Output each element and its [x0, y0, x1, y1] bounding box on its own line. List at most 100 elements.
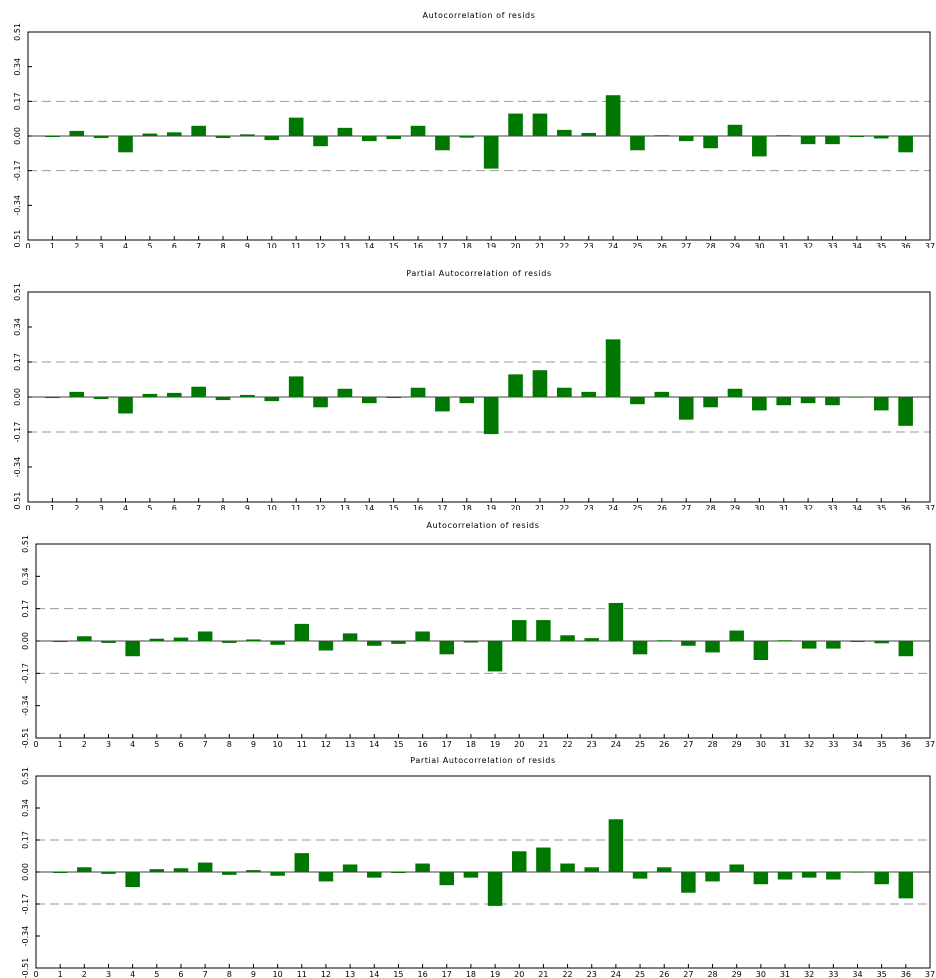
bar-lag-17	[435, 136, 450, 151]
bar-lag-26	[654, 391, 670, 397]
bar-lag-28	[705, 641, 720, 653]
x-tick-label: 18	[466, 740, 476, 749]
x-tick-label: 21	[538, 970, 548, 978]
bar-lag-15	[386, 397, 401, 399]
x-tick-label: 16	[413, 242, 423, 248]
bar-lag-36	[898, 872, 914, 899]
x-tick-label: 37	[925, 740, 935, 749]
x-tick-label: 15	[389, 242, 399, 248]
y-tick-label: -0.17	[13, 160, 22, 181]
x-tick-label: 22	[562, 970, 572, 978]
bar-lag-27	[681, 872, 696, 893]
x-tick-label: 20	[514, 970, 524, 978]
x-tick-label: 30	[754, 242, 764, 248]
bar-lag-13	[342, 633, 358, 641]
bar-lag-9	[246, 639, 261, 641]
x-tick-label: 9	[251, 970, 256, 978]
x-tick-label: 28	[707, 970, 717, 978]
x-tick-label: 34	[852, 504, 862, 510]
bar-lag-6	[173, 637, 189, 641]
bar-lag-14	[361, 397, 377, 404]
x-tick-label: 34	[852, 740, 862, 749]
x-tick-label: 3	[106, 970, 111, 978]
bar-lag-4	[118, 397, 133, 414]
bar-lag-30	[753, 641, 769, 661]
x-tick-label: 29	[730, 242, 740, 248]
bar-lag-19	[483, 136, 499, 169]
bar-lag-8	[222, 641, 237, 643]
x-tick-label: 1	[58, 740, 63, 749]
x-tick-label: 35	[876, 242, 886, 248]
bar-lag-6	[166, 392, 182, 397]
bar-lag-6	[166, 132, 182, 136]
x-tick-label: 34	[852, 970, 862, 978]
x-tick-label: 7	[196, 504, 201, 510]
bar-lag-1	[45, 397, 60, 399]
x-tick-label: 9	[245, 242, 250, 248]
bar-lag-15	[391, 872, 406, 873]
x-tick-label: 22	[559, 504, 569, 510]
bar-lag-19	[483, 397, 499, 435]
bar-lag-26	[654, 135, 670, 137]
y-tick-label: 0.34	[21, 567, 30, 585]
y-tick-label: -0.51	[21, 728, 30, 749]
bar-lag-34	[850, 871, 865, 873]
y-tick-label: 0.17	[13, 353, 22, 371]
bar-lag-8	[222, 872, 237, 875]
bar-lag-24	[605, 95, 621, 136]
x-tick-label: 21	[535, 242, 545, 248]
x-tick-label: 19	[486, 504, 496, 510]
bar-lag-18	[459, 136, 475, 138]
y-tick-label: -0.51	[21, 958, 30, 978]
y-tick-label: -0.51	[13, 230, 22, 248]
x-tick-label: 0	[33, 740, 38, 749]
bar-lag-34	[850, 641, 865, 642]
chart-title: Partial Autocorrelation of resids	[410, 756, 555, 765]
x-tick-label: 17	[437, 504, 447, 510]
bar-lag-10	[270, 641, 285, 645]
x-tick-label: 7	[203, 970, 208, 978]
bar-lag-27	[678, 136, 694, 142]
bar-lag-22	[557, 129, 572, 136]
x-tick-label: 28	[706, 504, 716, 510]
bar-lag-8	[215, 397, 231, 401]
x-tick-label: 8	[220, 242, 225, 248]
y-tick-label: -0.17	[13, 422, 22, 443]
x-tick-label: 2	[82, 970, 87, 978]
x-tick-label: 11	[291, 242, 301, 248]
bar-lag-18	[463, 872, 479, 878]
y-tick-label: 0.34	[21, 799, 30, 817]
bar-lag-20	[508, 374, 523, 397]
x-tick-label: 8	[227, 970, 232, 978]
bar-lag-1	[45, 136, 60, 138]
bar-lag-35	[873, 397, 889, 411]
bar-lag-20	[511, 851, 527, 872]
bar-lag-11	[288, 376, 304, 397]
x-tick-label: 32	[803, 504, 813, 510]
bar-lag-35	[874, 641, 889, 644]
y-tick-label: 0.17	[21, 831, 30, 849]
x-tick-label: 35	[877, 740, 887, 749]
bar-lag-26	[656, 867, 672, 872]
bar-lag-32	[800, 397, 816, 404]
bar-lag-19	[487, 872, 503, 906]
x-tick-label: 13	[340, 504, 350, 510]
x-tick-label: 8	[220, 504, 225, 510]
x-tick-label: 25	[635, 740, 645, 749]
bar-lag-2	[69, 391, 85, 397]
x-tick-label: 24	[608, 504, 618, 510]
bar-lag-36	[898, 641, 914, 657]
bar-lag-10	[264, 397, 280, 402]
x-tick-label: 4	[130, 740, 135, 749]
x-tick-label: 16	[413, 504, 423, 510]
bar-lag-30	[753, 872, 769, 885]
bar-lag-27	[678, 397, 694, 420]
x-tick-label: 11	[297, 970, 307, 978]
y-tick-label: -0.34	[13, 195, 22, 216]
x-tick-label: 26	[657, 242, 667, 248]
x-tick-label: 25	[635, 970, 645, 978]
x-tick-label: 20	[510, 242, 520, 248]
bar-lag-34	[849, 136, 865, 137]
x-tick-label: 36	[901, 504, 911, 510]
x-tick-label: 1	[58, 970, 63, 978]
